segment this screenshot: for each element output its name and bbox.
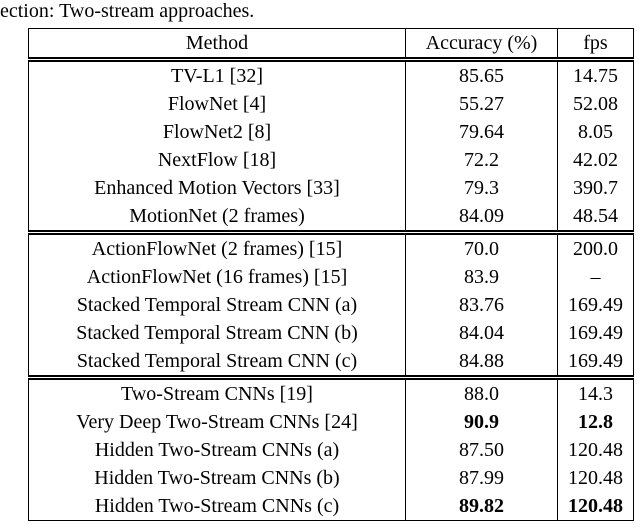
table-row: Stacked Temporal Stream CNN (c) 84.88 169.… — [28, 347, 634, 378]
value-cell: 84.04 — [405, 319, 558, 347]
value-cell: 14.75 — [557, 57, 634, 90]
method-cell: ActionFlowNet (16 frames) [15] — [28, 263, 406, 291]
table-row: ActionFlowNet (16 frames) [15] 83.9– — [28, 263, 634, 291]
value-cell: 42.02 — [557, 146, 634, 174]
table-row: ActionFlowNet (2 frames) [15] 70.0 200.0 — [28, 230, 634, 263]
value-cell: 70.0 — [405, 230, 558, 263]
caption: ection: Two-stream approaches. — [0, 0, 255, 22]
method-cell: NextFlow [18] — [28, 146, 406, 174]
method-cell: ActionFlowNet (2 frames) [15] — [28, 230, 406, 263]
method-cell: Very Deep Two-Stream CNNs [24] — [28, 408, 406, 436]
table-row: Hidden Two-Stream CNNs (a) 87.50 120.48 — [28, 436, 634, 464]
value-cell: 89.82 — [405, 492, 558, 521]
value-cell: 88.0 — [405, 375, 558, 408]
table-row: FlowNet2 [8] 79.64 8.05 — [28, 118, 634, 146]
value-cell: 390.7 — [557, 174, 634, 202]
value-cell: 79.64 — [405, 118, 558, 146]
method-cell: MotionNet (2 frames) — [28, 202, 406, 233]
table-row: TV-L1 [32] 85.65 14.75 — [28, 57, 634, 90]
table-row: Two-Stream CNNs [19] 88.0 14.3 — [28, 375, 634, 408]
table-row: Hidden Two-Stream CNNs (b) 87.99 120.48 — [28, 464, 634, 492]
value-cell: 83.76 — [405, 291, 558, 319]
value-cell: 169.49 — [557, 291, 634, 319]
value-cell: 14.3 — [557, 375, 634, 408]
results-table: Method Accuracy (%) fps TV-L1 [32] 85.65 14.7… — [28, 28, 634, 521]
value-cell: 120.48 — [557, 436, 634, 464]
value-cell: 8.05 — [557, 118, 634, 146]
method-cell: Stacked Temporal Stream CNN (b) — [28, 319, 406, 347]
value-cell: 84.88 — [405, 347, 558, 378]
method-cell: FlowNet2 [8] — [28, 118, 406, 146]
value-cell: 169.49 — [557, 347, 634, 378]
header-cell: fps — [557, 28, 634, 60]
method-cell: TV-L1 [32] — [28, 57, 406, 90]
header-cell: Method — [28, 28, 406, 60]
value-cell: 12.8 — [557, 408, 634, 436]
value-cell: 48.54 — [557, 202, 634, 233]
header-cell: Accuracy (%) — [405, 28, 558, 60]
value-cell: 79.3 — [405, 174, 558, 202]
method-cell: FlowNet [4] — [28, 90, 406, 118]
table-row: FlowNet [4] 55.27 52.08 — [28, 90, 634, 118]
header-row: Method Accuracy (%) fps — [28, 28, 634, 60]
method-cell: Two-Stream CNNs [19] — [28, 375, 406, 408]
value-cell: 87.50 — [405, 436, 558, 464]
table-row: Very Deep Two-Stream CNNs [24] 90.9 12.8 — [28, 408, 634, 436]
table-row: Enhanced Motion Vectors [33] 79.3 390.7 — [28, 174, 634, 202]
value-cell: 120.48 — [557, 492, 634, 521]
value-cell: – — [557, 263, 634, 291]
table-row: Hidden Two-Stream CNNs (c) 89.82 120.48 — [28, 492, 634, 521]
table-row: Stacked Temporal Stream CNN (b) 84.04 169.… — [28, 319, 634, 347]
table-row: NextFlow [18] 72.2 42.02 — [28, 146, 634, 174]
method-cell: Hidden Two-Stream CNNs (a) — [28, 436, 406, 464]
value-cell: 169.49 — [557, 319, 634, 347]
value-cell: 72.2 — [405, 146, 558, 174]
table-row: MotionNet (2 frames) 84.09 48.54 — [28, 202, 634, 233]
table-row: Stacked Temporal Stream CNN (a) 83.76 169.… — [28, 291, 634, 319]
method-cell: Stacked Temporal Stream CNN (a) — [28, 291, 406, 319]
value-cell: 200.0 — [557, 230, 634, 263]
method-cell: Hidden Two-Stream CNNs (b) — [28, 464, 406, 492]
value-cell: 85.65 — [405, 57, 558, 90]
method-cell: Hidden Two-Stream CNNs (c) — [28, 492, 406, 521]
value-cell: 87.99 — [405, 464, 558, 492]
method-cell: Stacked Temporal Stream CNN (c) — [28, 347, 406, 378]
value-cell: 90.9 — [405, 408, 558, 436]
value-cell: 55.27 — [405, 90, 558, 118]
value-cell: 83.9 — [405, 263, 558, 291]
value-cell: 120.48 — [557, 464, 634, 492]
value-cell: 84.09 — [405, 202, 558, 233]
method-cell: Enhanced Motion Vectors [33] — [28, 174, 406, 202]
value-cell: 52.08 — [557, 90, 634, 118]
